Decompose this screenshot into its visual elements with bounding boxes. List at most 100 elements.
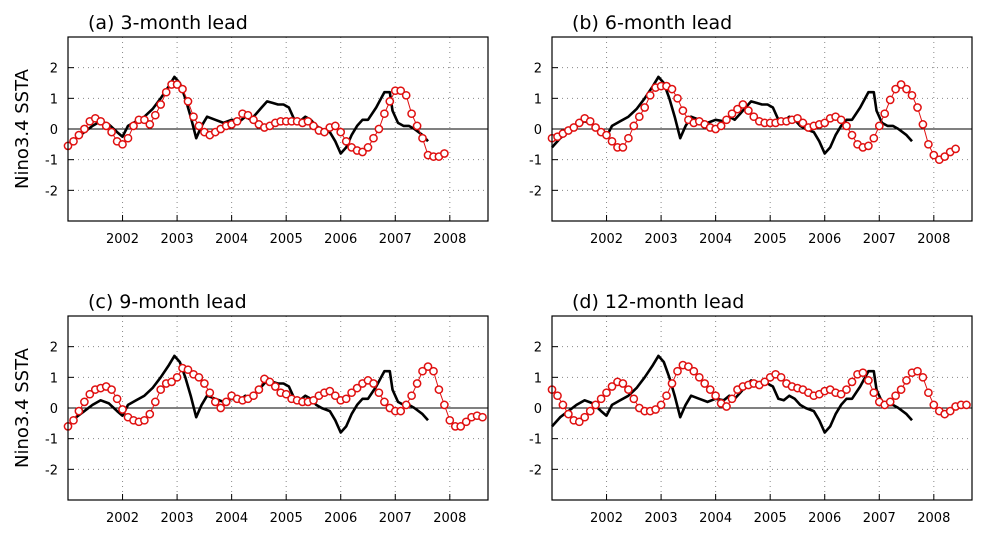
panel-b-series-1-point-4: [569, 123, 579, 132]
panel-a-xtick-label-1: 2003: [161, 232, 194, 247]
panel-c-series-1-point-62: [401, 400, 411, 410]
panel-a-series-1-point-12: [129, 121, 138, 131]
panel-d-ytick-label-2: 0: [534, 402, 542, 417]
panel-d-series-1-point-11: [607, 382, 617, 391]
panel-c-series-1-point-63: [407, 391, 416, 401]
panel-b-series-1-point-13: [618, 143, 628, 152]
panel-b-series-1-point-59: [869, 133, 879, 143]
panel-d-series-1-point-57: [858, 368, 868, 378]
panel-c-series-1-point-45: [309, 395, 318, 405]
panel-c-series-1-point-27: [210, 397, 220, 407]
panel-b-series-1-point-74: [951, 144, 960, 154]
panel-c-series-1-point-9: [112, 394, 122, 404]
panel-c-series-1-point-2: [74, 406, 84, 416]
panel-a-series-1-point-17: [156, 100, 166, 109]
panel-d-series-1-point-55: [847, 377, 857, 387]
panel-b-series-1-point-5: [574, 118, 584, 128]
panel-b-frame: [551, 36, 973, 222]
panel-a-series-1-point-3: [80, 124, 89, 134]
panel-d-xtick-label-4: 2006: [808, 511, 841, 526]
panel-b-ytick-label-2: 0: [534, 123, 542, 138]
y-axis-label-bottom: Nino3.4 SSTA: [12, 347, 33, 468]
panel-b-xtick-label-1: 2003: [645, 232, 678, 247]
panel-b-series-1-point-23: [673, 93, 682, 103]
panel-d-series-1-point-67: [913, 366, 922, 376]
panel-c-ytick-label-3: 1: [50, 371, 58, 386]
panel-a-series-1-point-20: [172, 80, 182, 89]
panel-c-series-1-point-8: [107, 385, 116, 394]
panel-d-series-1-point-29: [705, 385, 715, 394]
panel-d-series-1-point-5: [574, 417, 584, 427]
panel-a-series-1-point-57: [374, 124, 384, 134]
panel-d-series-1-point-76: [962, 400, 971, 410]
panel-a-ytick-label-0: -2: [45, 184, 58, 199]
panel-c-ytick-label-0: -2: [45, 463, 58, 478]
panel-b-series-1-point-32: [722, 115, 731, 125]
panel-a-series-1-point-59: [385, 97, 395, 106]
panel-b-series-1-point-33: [727, 109, 737, 119]
panel-c-series-1-point-73: [461, 417, 471, 427]
panel-c-xtick-label-4: 2006: [324, 511, 357, 526]
panel-a-series-1-point-50: [336, 127, 346, 137]
panel-d-series-1-point-54: [842, 385, 851, 394]
panel-c-series-1-point-1: [69, 415, 78, 425]
panel-c-series-1-point-49: [330, 391, 340, 401]
panel-a-series-1-point-47: [320, 127, 329, 137]
panel-b-series-1-point-34: [733, 104, 742, 114]
panel-b-series-1-point-60: [874, 121, 884, 131]
panel-c-series-1-point-64: [412, 379, 422, 388]
panel-b-series-1-point-68: [918, 120, 928, 129]
panel-d-ytick-label-1: -1: [529, 433, 542, 448]
panel-b-series-1-point-11: [607, 136, 617, 146]
panel-a-title: (a) 3-month lead: [88, 12, 248, 34]
panel-d-series-1-point-68: [918, 372, 928, 382]
panel-c-series-1-point-76: [478, 412, 487, 422]
panel-b-ytick-label-4: 2: [534, 62, 542, 77]
panel-d-series-1-point-20: [656, 400, 666, 410]
panel-b-series-1-point-63: [891, 84, 900, 94]
panel-b-series-1-point-22: [667, 84, 677, 94]
panel-b-series-1-point-15: [629, 121, 639, 131]
panel-d-xtick-label-6: 2008: [917, 511, 950, 526]
panel-b-series-1-point-7: [585, 116, 595, 126]
panel-d-series-1-point-7: [585, 406, 595, 416]
panel-c-ytick-label-2: 0: [50, 402, 58, 417]
panel-c-xtick-label-5: 2007: [379, 511, 412, 526]
panel-c-series-1-point-3: [80, 397, 89, 407]
panel-d-ytick-label-3: 1: [534, 371, 542, 386]
panel-a-series-1-point-55: [363, 143, 373, 152]
panel-a-series-1-point-64: [412, 121, 422, 131]
panel-c-series-1-point-26: [205, 388, 215, 398]
panel-b-series-1-point-67: [913, 103, 922, 112]
panel-a-series-1-point-6: [96, 116, 106, 126]
panel-d-series-1-point-53: [836, 389, 846, 399]
panel-b-series-1-point-36: [744, 106, 753, 115]
panel-c-series-1-point-58: [380, 397, 389, 407]
panel-d-series-1-point-15: [629, 394, 639, 404]
panel-d-series-1-point-62: [885, 397, 895, 407]
panel-d-series-1-point-10: [602, 388, 611, 398]
panel-d-series-1-point-64: [896, 385, 906, 394]
panel-a-series-1-point-44: [303, 116, 313, 126]
panel-c-series-1-point-61: [396, 406, 406, 416]
panel-a-xtick-label-6: 2008: [433, 232, 466, 247]
panel-b-series-1-point-69: [924, 139, 933, 149]
panel-d-series-1-point-9: [596, 394, 606, 404]
panel-a-series-1-point-23: [189, 112, 198, 122]
panel-c-ytick-label-4: 2: [50, 341, 58, 356]
panel-c-series-1-point-17: [156, 385, 166, 394]
panel-d-xtick-label-5: 2007: [863, 511, 896, 526]
panel-d-series-1-point-32: [722, 402, 731, 411]
panel-d-series-1-point-27: [694, 372, 704, 382]
panel-c-series-1-point-53: [352, 383, 362, 393]
panel-b-series-1-point-54: [842, 121, 851, 131]
panel-b-series-1-connector: [551, 83, 956, 161]
panel-b-series-1-point-72: [940, 152, 950, 161]
panel-b-series-1-point-58: [864, 141, 873, 151]
panel-d-series-1-point-69: [924, 388, 933, 398]
panel-b-series-1-point-18: [645, 90, 655, 100]
panel-b-series-1-point-45: [793, 113, 802, 123]
panel-a-series-1-point-11: [123, 133, 133, 143]
panel-c-series-1-point-66: [423, 362, 433, 371]
panel-d-series-1-point-6: [580, 412, 590, 422]
